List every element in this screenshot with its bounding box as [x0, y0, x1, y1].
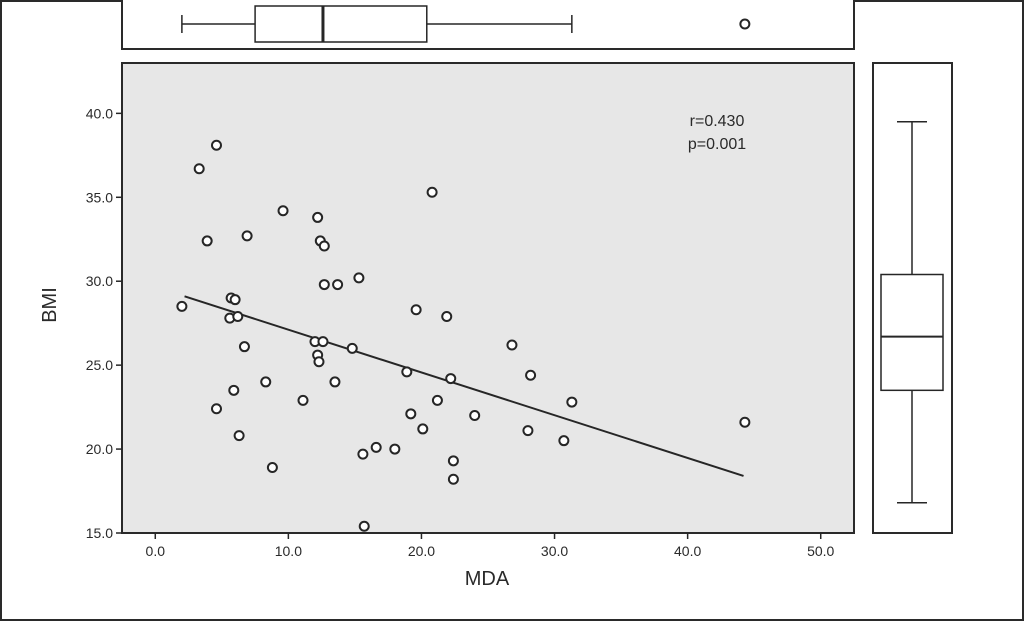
data-point [566, 396, 578, 408]
x-tick-label: 30.0 [541, 543, 568, 559]
data-point [332, 279, 344, 291]
x-tick-label: 20.0 [408, 543, 435, 559]
data-point [558, 435, 570, 447]
data-point [229, 294, 241, 306]
data-point [426, 186, 438, 198]
data-point [241, 230, 253, 242]
data-point [232, 310, 244, 322]
x-tick-label: 40.0 [674, 543, 701, 559]
plot-area [121, 62, 855, 534]
data-point [447, 473, 459, 485]
data-point [260, 376, 272, 388]
mda-outlier [739, 18, 751, 30]
data-point [318, 279, 330, 291]
data-point [210, 139, 222, 151]
data-point [193, 163, 205, 175]
data-point [441, 310, 453, 322]
y-axis-title: BMI [39, 287, 61, 323]
data-point [312, 211, 324, 223]
y-tick-label: 40.0 [86, 105, 113, 121]
data-point [447, 455, 459, 467]
data-point [410, 304, 422, 316]
data-point [329, 376, 341, 388]
data-point [317, 336, 329, 348]
data-point [431, 394, 443, 406]
data-point [739, 416, 751, 428]
regression-line-group [184, 295, 744, 477]
data-point [238, 341, 250, 353]
data-point [389, 443, 401, 455]
data-point [210, 403, 222, 415]
x-axis: 0.0 10.0 20.0 30.0 40.0 50.0 [146, 533, 835, 559]
data-point [445, 373, 457, 385]
data-point [469, 410, 481, 421]
data-point [233, 430, 245, 442]
data-point [522, 425, 534, 437]
data-point [370, 441, 382, 453]
data-point [405, 408, 417, 420]
x-axis-title: MDA [465, 568, 510, 590]
data-point [201, 235, 213, 247]
data-point [313, 356, 325, 368]
y-axis: 15.0 20.0 25.0 30.0 35.0 40.0 [86, 105, 122, 541]
annotation-r: r=0.430 [690, 113, 745, 130]
data-point [525, 369, 537, 381]
data-point [176, 300, 188, 312]
annotation-p: p=0.001 [688, 136, 746, 153]
data-point [358, 520, 370, 532]
y-tick-label: 20.0 [86, 441, 113, 457]
y-tick-label: 15.0 [86, 525, 113, 541]
data-point [346, 342, 358, 354]
bmi-box [880, 273, 944, 392]
data-point [401, 366, 413, 378]
data-point [266, 462, 278, 474]
data-point [357, 448, 369, 460]
mda-boxplot-panel [121, 0, 855, 50]
data-point [297, 394, 309, 406]
bmi-boxplot-panel [872, 62, 953, 534]
bmi-boxplot [880, 121, 944, 504]
mda-boxplot [181, 5, 751, 43]
data-point [417, 423, 429, 435]
data-point [506, 339, 518, 351]
data-point [318, 240, 330, 252]
mda-box [254, 5, 428, 43]
y-tick-label: 30.0 [86, 273, 113, 289]
scatter-plot-panel: 0.0 10.0 20.0 30.0 40.0 50.0 15.0 20.0 25.0 30.0… [39, 62, 855, 590]
y-tick-label: 35.0 [86, 189, 113, 205]
data-point [353, 272, 365, 284]
x-tick-label: 50.0 [807, 543, 834, 559]
regression-line [184, 295, 744, 477]
data-point [277, 205, 289, 217]
x-tick-label: 10.0 [275, 543, 302, 559]
x-tick-label: 0.0 [146, 543, 166, 559]
data-point [228, 384, 240, 396]
y-tick-label: 25.0 [86, 357, 113, 373]
data-points [176, 139, 751, 532]
